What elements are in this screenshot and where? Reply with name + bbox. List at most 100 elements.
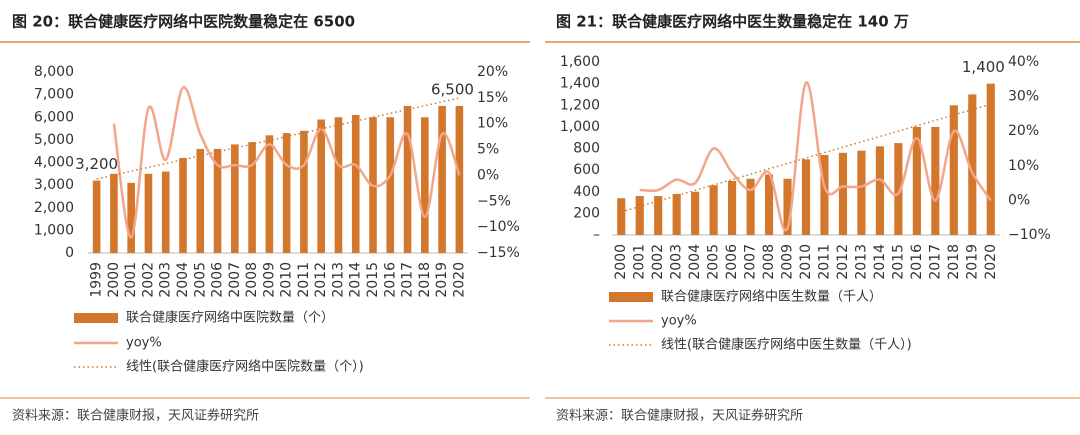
- bar: [403, 105, 412, 253]
- x-tick-label: 2012: [313, 262, 329, 298]
- x-tick-label: 2004: [687, 244, 703, 280]
- legend-label: yoy%: [126, 336, 162, 351]
- legend-label: 线性(联合健康医疗网络中医生数量（千人）): [661, 337, 912, 353]
- y-tick-label: 200: [573, 205, 600, 221]
- bar: [801, 159, 811, 235]
- bar: [728, 180, 737, 235]
- y-tick-label: 1,600: [560, 54, 600, 70]
- x-tick-label: 2009: [780, 244, 796, 280]
- x-tick-label: 2013: [330, 262, 346, 298]
- bar: [127, 182, 135, 253]
- x-tick-label: 2015: [365, 262, 381, 298]
- x-tick-label: 2010: [798, 244, 814, 280]
- x-tick-label: 2004: [175, 262, 191, 298]
- x-tick-label: 2018: [417, 262, 433, 298]
- y2-tick-label: 20%: [477, 64, 508, 80]
- data-label: 1,400: [962, 58, 1005, 76]
- bar: [691, 191, 700, 235]
- bar: [764, 174, 774, 235]
- x-tick-label: 2019: [964, 244, 980, 280]
- x-tick-label: 2011: [816, 244, 832, 280]
- y2-tick-label: −5%: [477, 193, 511, 209]
- x-tick-label: 2000: [106, 262, 122, 298]
- x-tick-label: 2012: [835, 244, 851, 280]
- bar: [783, 178, 792, 235]
- x-tick-label: 2010: [279, 262, 295, 298]
- bar: [617, 198, 626, 235]
- x-tick-label: 2009: [261, 262, 277, 298]
- legend-label: 联合健康医疗网络中医生数量（千人）: [661, 289, 882, 305]
- yoy-line: [112, 86, 461, 239]
- bar: [949, 105, 958, 235]
- x-tick-label: 2017: [927, 244, 943, 280]
- x-tick-label: 2005: [192, 262, 208, 298]
- y-tick-label: 0: [65, 245, 74, 261]
- bar: [709, 185, 718, 235]
- bar: [838, 152, 848, 235]
- x-tick-label: 2006: [724, 244, 740, 280]
- x-tick-label: 2002: [650, 244, 666, 280]
- x-tick-label: 2001: [632, 244, 648, 280]
- bar: [455, 105, 464, 253]
- y-tick-label: 1,000: [34, 222, 74, 238]
- data-label: 3,200: [75, 155, 118, 173]
- bar: [931, 126, 940, 235]
- x-tick-label: 2014: [872, 244, 888, 280]
- bar: [875, 146, 884, 235]
- y2-tick-label: 30%: [1008, 89, 1039, 105]
- chart-title: 图 20：联合健康医疗网络中医院数量稳定在 6500: [12, 13, 355, 31]
- y-tick-label: –: [593, 227, 600, 243]
- y-tick-label: 7,000: [34, 87, 74, 103]
- x-tick-label: 2020: [451, 262, 467, 298]
- bar: [438, 105, 446, 253]
- source: 资料来源：联合健康财报，天风证券研究所: [556, 408, 803, 424]
- x-tick-label: 2000: [613, 244, 629, 280]
- yoy-line: [639, 81, 992, 232]
- y-tick-label: 1,400: [560, 76, 600, 92]
- x-tick-label: 2018: [946, 244, 962, 280]
- x-tick-label: 2005: [706, 244, 722, 280]
- x-tick-label: 2008: [244, 262, 260, 298]
- bar: [196, 148, 205, 253]
- x-tick-label: 2001: [123, 262, 139, 298]
- x-tick-label: 2020: [983, 244, 999, 280]
- y-tick-label: 4,000: [34, 155, 74, 171]
- y-tick-label: 1,000: [560, 119, 600, 135]
- bar: [654, 196, 663, 235]
- trend-line: [96, 97, 460, 180]
- y2-tick-label: 10%: [1008, 158, 1039, 174]
- legend-label: 线性(联合健康医疗网络中医院数量（个）): [126, 359, 364, 375]
- x-tick-label: 2006: [210, 262, 226, 298]
- x-tick-label: 2008: [761, 244, 777, 280]
- bar: [351, 114, 360, 253]
- legend-label: 联合健康医疗网络中医院数量（个）: [126, 310, 334, 326]
- y-tick-label: 2,000: [34, 200, 74, 216]
- x-tick-label: 2015: [890, 244, 906, 280]
- y-tick-label: 3,000: [34, 177, 74, 193]
- bar: [317, 119, 325, 253]
- y2-tick-label: −10%: [477, 219, 520, 235]
- bar: [386, 117, 395, 253]
- y-tick-label: 800: [573, 141, 600, 157]
- y-tick-label: 400: [573, 184, 600, 200]
- bar: [912, 126, 921, 235]
- y2-tick-label: 0%: [477, 167, 499, 183]
- y2-tick-label: 15%: [477, 90, 508, 106]
- y2-tick-label: 10%: [477, 116, 508, 132]
- x-tick-label: 2007: [227, 262, 243, 298]
- y-tick-label: 8,000: [34, 64, 74, 80]
- y2-tick-label: 40%: [1008, 54, 1039, 70]
- bar: [334, 117, 343, 253]
- bar: [857, 150, 866, 235]
- x-tick-label: 2019: [434, 262, 450, 298]
- bar: [986, 83, 995, 235]
- bar: [672, 193, 681, 235]
- bar: [635, 196, 644, 235]
- x-tick-label: 2016: [909, 244, 925, 280]
- x-tick-label: 2003: [158, 262, 174, 298]
- bar: [820, 154, 829, 235]
- bar: [144, 173, 153, 253]
- bar: [968, 94, 977, 235]
- bar: [231, 144, 239, 253]
